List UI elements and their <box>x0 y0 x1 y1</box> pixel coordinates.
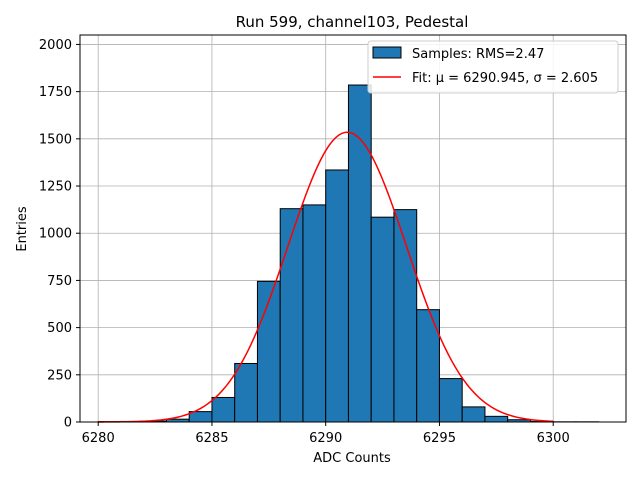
y-tick-label: 1750 <box>39 85 72 100</box>
x-axis: 6280 6285 6290 6295 6300 <box>82 422 570 446</box>
histogram-bar <box>461 406 486 423</box>
histogram-bar <box>188 411 213 423</box>
y-tick-label: 1000 <box>39 227 72 242</box>
histogram-bars <box>97 84 600 423</box>
histogram-bar <box>438 378 463 423</box>
x-tick-label: 6300 <box>537 431 570 446</box>
y-tick-label: 0 <box>64 416 72 431</box>
y-tick-label: 1500 <box>39 132 72 147</box>
y-axis: 0 250 500 750 1000 1250 1500 1750 2000 <box>39 38 80 431</box>
y-tick-label: 750 <box>47 274 72 289</box>
y-axis-label: Entries <box>15 206 30 252</box>
histogram-bar <box>234 362 258 423</box>
legend-swatch-histogram <box>372 46 402 59</box>
histogram-bar <box>347 84 372 423</box>
x-tick-label: 6280 <box>82 431 115 446</box>
histogram-bar <box>370 216 395 423</box>
x-tick-label: 6295 <box>423 431 456 446</box>
x-tick-label: 6285 <box>195 431 228 446</box>
histogram-bar <box>211 396 236 423</box>
legend: Samples: RMS=2.47 Fit: μ = 6290.945, σ =… <box>367 40 619 94</box>
histogram-bar <box>484 415 509 423</box>
legend-label-fit: Fit: μ = 6290.945, σ = 2.605 <box>412 71 598 86</box>
histogram-bar <box>279 208 304 423</box>
fit-curve <box>98 131 554 423</box>
y-tick-label: 500 <box>47 321 72 336</box>
legend-box <box>367 40 619 94</box>
x-tick-label: 6290 <box>309 431 342 446</box>
histogram-bar <box>325 169 349 423</box>
y-tick-label: 2000 <box>39 38 72 53</box>
plot-frame <box>79 34 627 423</box>
y-tick-label: 1250 <box>39 180 72 195</box>
x-axis-label: ADC Counts <box>313 451 391 466</box>
legend-label-histogram: Samples: RMS=2.47 <box>412 47 544 62</box>
y-tick-label: 250 <box>47 368 72 383</box>
chart-title: Run 599, channel103, Pedestal <box>236 13 469 31</box>
histogram-bar <box>302 204 327 423</box>
